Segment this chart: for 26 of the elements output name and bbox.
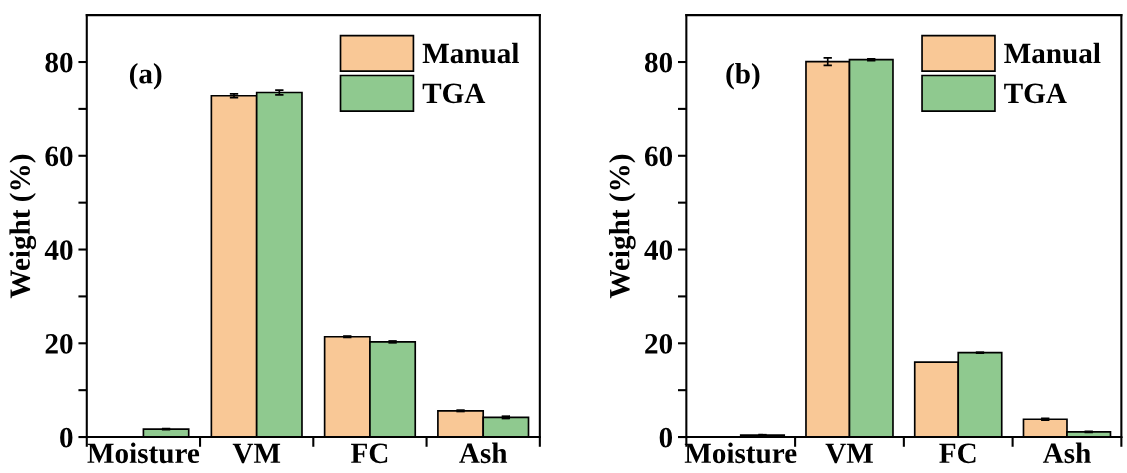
legend-label: Manual [1004, 42, 1101, 64]
y-tick-label: 80 [45, 52, 73, 73]
y-tick-label: 60 [45, 146, 73, 167]
y-axis-title: Weight (%) [9, 154, 37, 299]
y-tick-label: 60 [644, 146, 673, 167]
y-tick-label: 0 [659, 427, 673, 448]
y-axis-title: Weight (%) [608, 154, 636, 299]
x-tick-label: Ash [1042, 442, 1091, 464]
y-tick-label: 0 [60, 427, 73, 448]
x-tick-label: Moisture [87, 442, 200, 464]
annotation: (b) [726, 63, 760, 90]
x-tick-label: Ash [459, 442, 508, 464]
legend-label: TGA [422, 83, 486, 104]
y-tick-label: 20 [645, 334, 673, 354]
legend-label: TGA [1004, 83, 1067, 104]
annotation: (a) [129, 63, 162, 90]
y-tick-label: 80 [644, 52, 673, 73]
y-tick-label: 40 [644, 240, 673, 260]
x-tick-label: Moisture [684, 442, 797, 464]
x-tick-label: FC [351, 443, 388, 464]
x-tick-label: VM [232, 443, 281, 464]
y-tick-label: 40 [44, 240, 73, 260]
y-tick-label: 20 [45, 334, 73, 354]
legend-label: Manual [422, 42, 519, 64]
x-tick-label: FC [939, 443, 976, 464]
x-tick-label: VM [825, 443, 873, 464]
